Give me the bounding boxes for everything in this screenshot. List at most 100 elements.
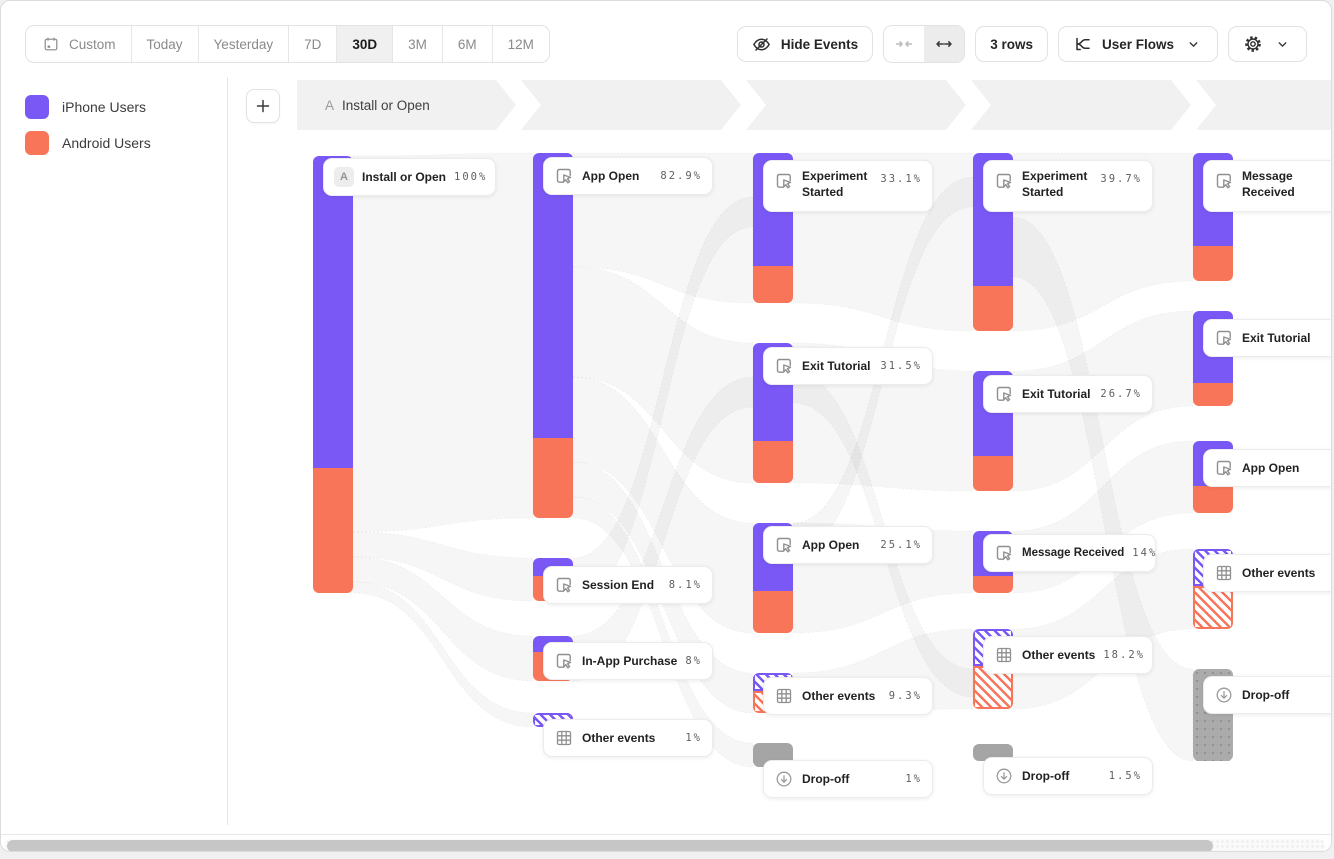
node-value: 1.5% — [1108, 770, 1142, 782]
node-value: 82.9% — [660, 170, 702, 182]
step-banner-segment-5 — [1196, 80, 1331, 130]
date-range-12m[interactable]: 12M — [507, 36, 534, 52]
date-range-custom[interactable]: Custom — [26, 26, 132, 62]
gear-icon — [1243, 34, 1263, 54]
node-label: In-App Purchase — [582, 654, 678, 668]
node-value: 26.7% — [1100, 388, 1142, 400]
iphone-users-swatch — [25, 95, 49, 119]
date-range-7d[interactable]: 7D — [289, 26, 338, 62]
date-range-yesterday[interactable]: Yesterday — [199, 26, 290, 62]
bottom-scroll-area — [1, 834, 1331, 851]
horizontal-scrollbar-thumb[interactable] — [7, 840, 1213, 851]
step-banner-segment-3 — [746, 80, 966, 130]
event-icon — [554, 651, 574, 671]
legend-item-iphone-users[interactable]: iPhone Users — [25, 95, 227, 119]
hide-events-button[interactable]: Hide Events — [736, 26, 874, 62]
node-value: 39.7% — [1100, 173, 1142, 185]
node-label: Drop-off — [1022, 769, 1070, 783]
node-value: 9.3% — [888, 690, 922, 702]
node-label: Experiment Started — [1022, 169, 1088, 199]
chevron-down-icon — [1272, 34, 1292, 54]
date-range-30d[interactable]: 30D — [337, 26, 394, 62]
spacing-toggle — [883, 25, 966, 63]
node-value: 25.1% — [880, 539, 922, 551]
node-label: Other events — [1022, 648, 1096, 662]
node-label: App Open — [582, 169, 640, 183]
node-value: 8% — [685, 655, 703, 667]
drop-off-icon — [994, 766, 1014, 786]
expand-columns-button[interactable] — [924, 26, 965, 62]
node-value: 14% — [1132, 547, 1158, 559]
step-banner-segment-4 — [971, 80, 1191, 130]
arrows-collapse-icon — [894, 34, 914, 54]
step-banner-segment-1[interactable]: A Install or Open — [297, 80, 516, 130]
node-value: 18.2% — [1103, 649, 1145, 661]
node-label: App Open — [802, 538, 860, 552]
date-range-selector: Custom Today Yesterday 7D 30D 3M 6M 12M — [25, 25, 550, 63]
view-selector-button[interactable]: User Flows — [1057, 26, 1218, 62]
node-label: Experiment Started — [802, 169, 868, 199]
user-flows-chart: A Install or Open — [229, 77, 1331, 834]
node-label: Exit Tutorial — [1022, 387, 1091, 401]
grid-icon — [554, 728, 574, 748]
event-icon — [774, 356, 794, 376]
event-icon — [554, 575, 574, 595]
node-value: 1% — [685, 732, 702, 744]
date-range-label: Custom — [69, 36, 116, 52]
node-label: Other events — [802, 689, 876, 703]
event-icon — [1214, 171, 1234, 191]
date-range-6m[interactable]: 6M — [443, 26, 493, 62]
event-icon — [1214, 458, 1234, 478]
node-label: Drop-off — [802, 772, 850, 786]
node-label: Session End — [582, 578, 655, 592]
toolbar-right: Hide Events 3 rows User Flows — [736, 25, 1307, 63]
node-value: 33.1% — [880, 173, 922, 185]
user-flows-icon — [1073, 34, 1093, 54]
chevron-down-icon — [1183, 34, 1203, 54]
legend-sidebar: iPhone Users Android Users — [1, 77, 228, 825]
event-icon — [554, 166, 574, 186]
eye-off-icon — [752, 34, 772, 54]
settings-button[interactable] — [1228, 26, 1307, 62]
arrows-expand-icon — [934, 34, 954, 54]
legend-label: Android Users — [62, 135, 151, 151]
drop-off-icon — [774, 769, 794, 789]
node-label: Install or Open — [362, 170, 447, 184]
drop-off-icon — [1214, 685, 1234, 705]
node-value: 100% — [454, 171, 488, 183]
date-range-today[interactable]: Today — [132, 26, 199, 62]
node-label: Exit Tutorial — [1242, 331, 1311, 345]
legend-label: iPhone Users — [62, 99, 147, 115]
node-label: Other events — [1242, 566, 1316, 580]
plus-icon — [253, 96, 273, 116]
event-icon — [774, 535, 794, 555]
step-banner-segment-2 — [521, 80, 741, 130]
date-range-3m[interactable]: 3M — [393, 26, 443, 62]
node-label: App Open — [1242, 461, 1300, 475]
rows-button[interactable]: 3 rows — [975, 26, 1048, 62]
event-icon — [994, 384, 1014, 404]
node-label: Other events — [582, 731, 656, 745]
calendar-icon — [41, 34, 61, 54]
add-step-button[interactable] — [246, 89, 280, 123]
collapse-columns-button[interactable] — [884, 26, 924, 62]
horizontal-scrollbar-track[interactable] — [5, 839, 1325, 851]
node-value: 31.5% — [880, 360, 922, 372]
legend-item-android-users[interactable]: Android Users — [25, 131, 227, 155]
flow-bar — [313, 156, 353, 593]
node-label: Message Received — [1242, 169, 1295, 199]
grid-icon — [774, 686, 794, 706]
grid-icon — [1214, 563, 1234, 583]
step-label: Install or Open — [342, 97, 430, 113]
flow-bar — [533, 153, 573, 518]
event-icon — [994, 171, 1014, 191]
node-label: Drop-off — [1242, 688, 1290, 702]
step-prefix: A — [325, 97, 335, 113]
event-icon — [774, 171, 794, 191]
toolbar: Custom Today Yesterday 7D 30D 3M 6M 12M … — [1, 1, 1331, 77]
node-value: 1% — [905, 773, 922, 785]
event-icon — [1214, 328, 1234, 348]
node-label: Message Received — [1022, 547, 1125, 559]
flow-bar — [973, 744, 1013, 761]
